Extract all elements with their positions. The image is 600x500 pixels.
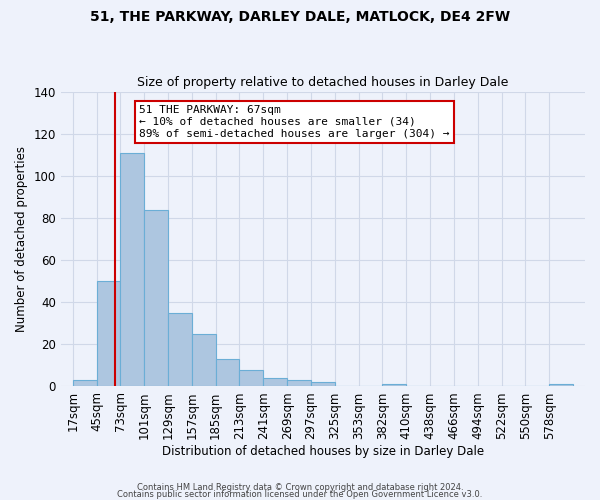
Bar bbox=[168, 313, 192, 386]
Text: 51, THE PARKWAY, DARLEY DALE, MATLOCK, DE4 2FW: 51, THE PARKWAY, DARLEY DALE, MATLOCK, D… bbox=[90, 10, 510, 24]
X-axis label: Distribution of detached houses by size in Darley Dale: Distribution of detached houses by size … bbox=[162, 444, 484, 458]
Bar bbox=[311, 382, 335, 386]
Bar bbox=[97, 282, 121, 387]
Bar bbox=[215, 359, 239, 386]
Text: Contains HM Land Registry data © Crown copyright and database right 2024.: Contains HM Land Registry data © Crown c… bbox=[137, 484, 463, 492]
Text: 51 THE PARKWAY: 67sqm
← 10% of detached houses are smaller (34)
89% of semi-deta: 51 THE PARKWAY: 67sqm ← 10% of detached … bbox=[139, 106, 450, 138]
Bar bbox=[263, 378, 287, 386]
Bar bbox=[287, 380, 311, 386]
Bar bbox=[192, 334, 215, 386]
Bar bbox=[382, 384, 406, 386]
Bar bbox=[549, 384, 573, 386]
Bar bbox=[239, 370, 263, 386]
Text: Contains public sector information licensed under the Open Government Licence v3: Contains public sector information licen… bbox=[118, 490, 482, 499]
Bar bbox=[144, 210, 168, 386]
Bar bbox=[121, 153, 144, 386]
Bar bbox=[73, 380, 97, 386]
Title: Size of property relative to detached houses in Darley Dale: Size of property relative to detached ho… bbox=[137, 76, 509, 90]
Y-axis label: Number of detached properties: Number of detached properties bbox=[15, 146, 28, 332]
